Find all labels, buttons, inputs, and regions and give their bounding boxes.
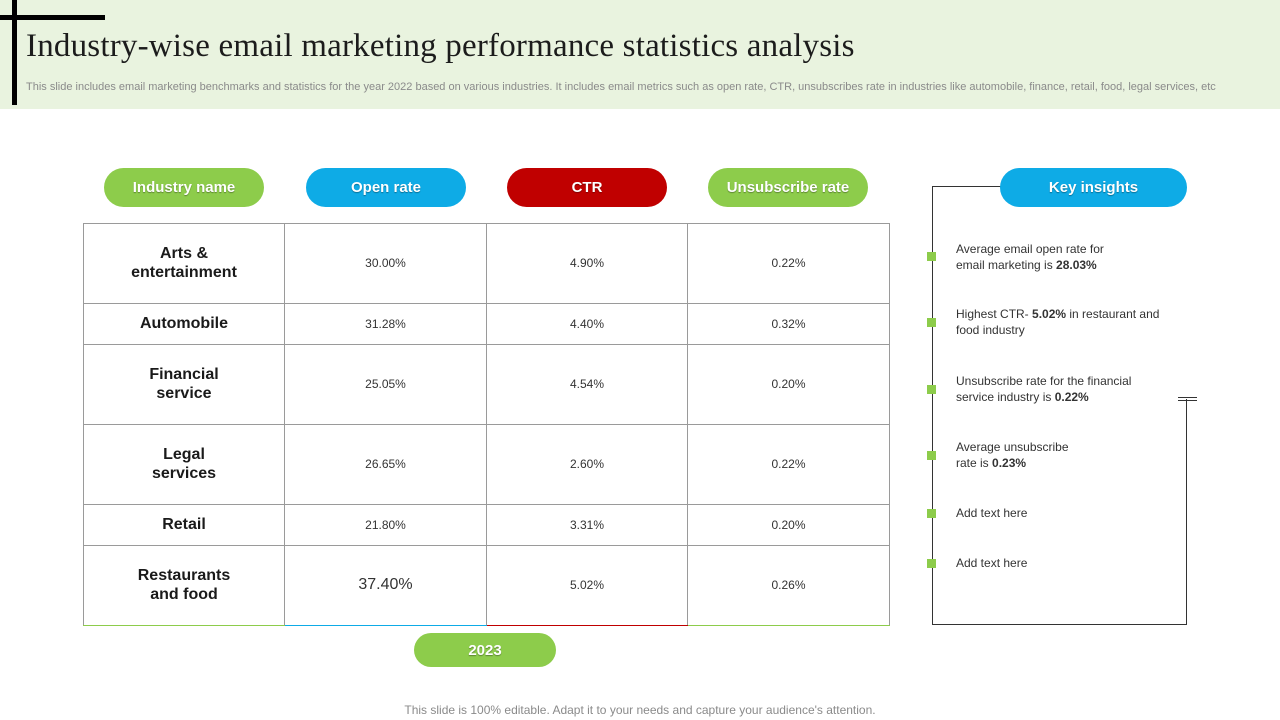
header-band — [0, 0, 1280, 109]
insight-item: Add text here — [956, 556, 1028, 570]
unsubscribe-rate-cell: 0.22% — [687, 223, 890, 304]
insight-bullet — [927, 318, 936, 327]
table-row: Legal services 26.65% 2.60% 0.22% — [83, 423, 890, 505]
industry-cell: Financial service — [83, 344, 285, 425]
insights-border-cap — [1178, 397, 1197, 398]
ctr-cell: 4.90% — [486, 223, 688, 304]
insight-bullet — [927, 252, 936, 261]
insight-item: Add text here — [956, 506, 1028, 520]
unsubscribe-rate-cell: 0.20% — [687, 344, 890, 425]
unsubscribe-rate-cell: 0.22% — [687, 423, 890, 505]
open-rate-cell: 31.28% — [284, 302, 487, 346]
column-header-open-rate: Open rate — [306, 168, 466, 207]
column-header-unsubscribe-rate: Unsubscribe rate — [708, 168, 868, 207]
open-rate-cell: 37.40% — [284, 544, 487, 627]
insight-bullet — [927, 559, 936, 568]
industry-cell: Retail — [83, 503, 285, 546]
table-row: Financial service 25.05% 4.54% 0.20% — [83, 344, 890, 425]
stats-table: Arts & entertainment 30.00% 4.90% 0.22% … — [83, 223, 890, 627]
industry-cell: Restaurants and food — [83, 544, 285, 627]
table-row: Restaurants and food 37.40% 5.02% 0.26% — [83, 544, 890, 627]
unsubscribe-rate-cell: 0.20% — [687, 503, 890, 546]
ctr-cell: 4.40% — [486, 302, 688, 346]
table-row: Retail 21.80% 3.31% 0.20% — [83, 503, 890, 546]
unsubscribe-rate-cell: 0.32% — [687, 302, 890, 346]
ctr-cell: 4.54% — [486, 344, 688, 425]
industry-cell: Automobile — [83, 302, 285, 346]
insight-item: Unsubscribe rate for the financial servi… — [956, 374, 1132, 404]
year-badge: 2023 — [414, 633, 556, 667]
key-insights-heading: Key insights — [1000, 168, 1187, 207]
column-header-ctr: CTR — [507, 168, 667, 207]
open-rate-cell: 25.05% — [284, 344, 487, 425]
unsubscribe-rate-cell: 0.26% — [687, 544, 890, 627]
insight-item: Average unsubscribe rate is 0.23% — [956, 440, 1069, 470]
table-row: Automobile 31.28% 4.40% 0.32% — [83, 302, 890, 346]
open-rate-cell: 30.00% — [284, 223, 487, 304]
open-rate-cell: 21.80% — [284, 503, 487, 546]
insight-item: Highest CTR- 5.02% in restaurant and foo… — [956, 307, 1160, 337]
industry-cell: Legal services — [83, 423, 285, 505]
insight-bullet — [927, 451, 936, 460]
insight-bullet — [927, 385, 936, 394]
ctr-cell: 5.02% — [486, 544, 688, 627]
page-subtitle: This slide includes email marketing benc… — [26, 81, 1216, 93]
table-row: Arts & entertainment 30.00% 4.90% 0.22% — [83, 223, 890, 304]
open-rate-cell: 26.65% — [284, 423, 487, 505]
industry-cell: Arts & entertainment — [83, 223, 285, 304]
page-title: Industry-wise email marketing performanc… — [26, 28, 855, 64]
corner-accent-vertical — [12, 0, 17, 105]
insight-bullet — [927, 509, 936, 518]
insights-border-cap — [1178, 400, 1197, 401]
insight-item: Average email open rate for email market… — [956, 242, 1104, 272]
column-header-industry-name: Industry name — [104, 168, 264, 207]
footer-note: This slide is 100% editable. Adapt it to… — [404, 703, 876, 717]
ctr-cell: 2.60% — [486, 423, 688, 505]
ctr-cell: 3.31% — [486, 503, 688, 546]
corner-accent-horizontal — [0, 15, 105, 20]
insights-border-gap — [1186, 186, 1190, 399]
